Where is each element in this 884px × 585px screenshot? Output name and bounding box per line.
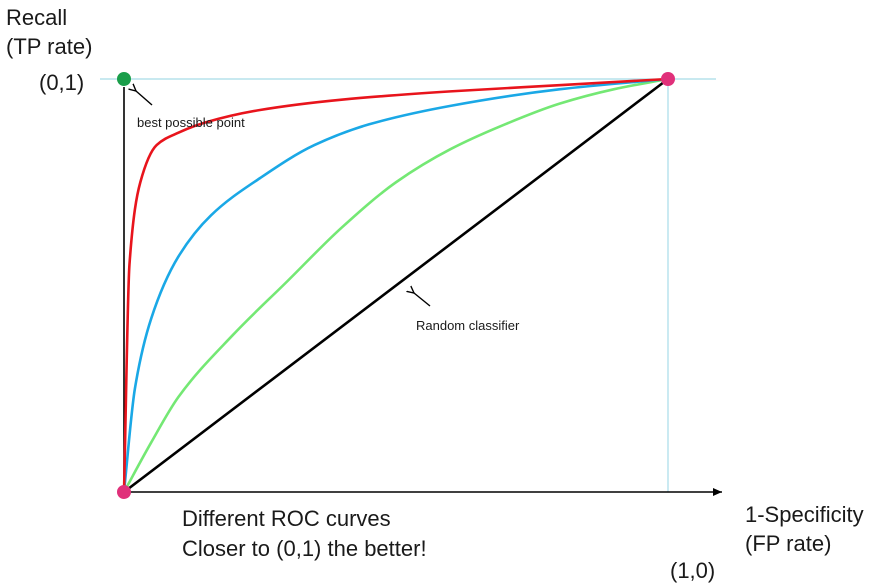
x-axis-label-line1: 1-Specificity bbox=[745, 502, 864, 527]
best-point-label: (0,1) bbox=[39, 70, 84, 95]
y-axis-label-line2: (TP rate) bbox=[6, 34, 92, 59]
endpoint-marker bbox=[117, 485, 131, 499]
caption-line2: Closer to (0,1) the better! bbox=[182, 536, 427, 561]
best-point-arrow bbox=[136, 91, 153, 106]
roc-curve-green bbox=[122, 77, 670, 494]
best-point-marker bbox=[117, 72, 131, 86]
roc-curve-red bbox=[122, 77, 670, 494]
points-layer bbox=[117, 72, 675, 499]
random-classifier-arrow bbox=[414, 293, 431, 307]
series-layer bbox=[122, 77, 670, 494]
roc-curve-blue bbox=[122, 77, 670, 494]
x-axis-label-line2: (FP rate) bbox=[745, 531, 831, 556]
endpoint-marker bbox=[661, 72, 675, 86]
random-classifier-annotation: Random classifier bbox=[416, 318, 520, 333]
corner-point-label: (1,0) bbox=[670, 558, 715, 583]
roc-curve-random bbox=[122, 77, 670, 494]
best-point-annotation: best possible point bbox=[137, 115, 245, 130]
caption-line1: Different ROC curves bbox=[182, 506, 391, 531]
y-axis-label-line1: Recall bbox=[6, 5, 67, 30]
